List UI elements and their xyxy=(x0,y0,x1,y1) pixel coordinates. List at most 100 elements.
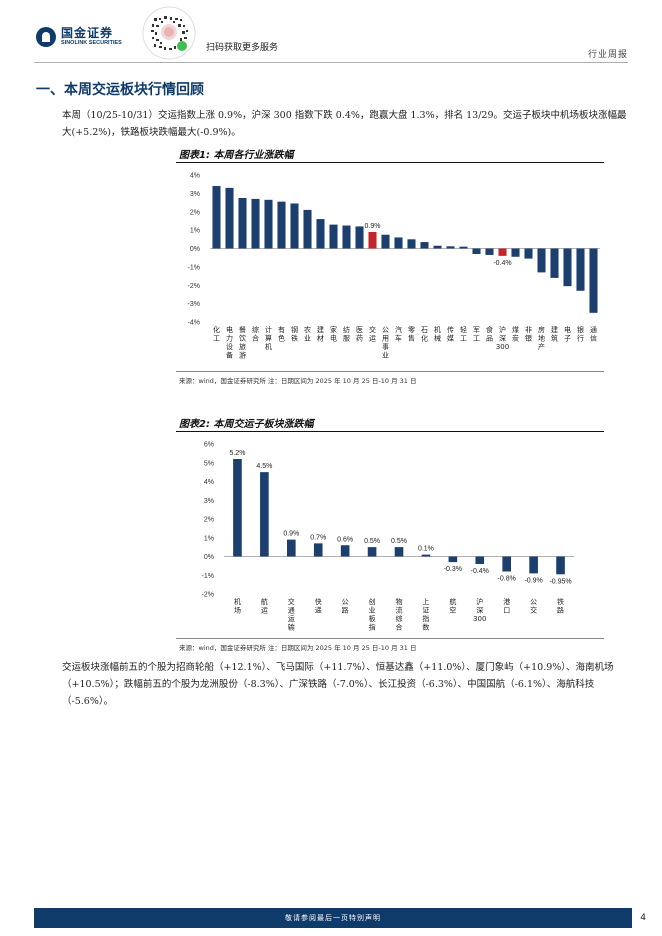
bar xyxy=(420,242,429,249)
bar xyxy=(407,239,416,249)
industry-returns-svg: 4% 3% 2% 1% 0% -1% -2% -3% -4% 化工电力设备餐饮旅游综合计算机有色钢… xyxy=(188,173,600,360)
y-tick-label: -1% xyxy=(202,573,214,580)
data-label: -0.9% xyxy=(524,577,542,584)
y-tick-label: -2% xyxy=(202,592,214,599)
qr-code-icon[interactable] xyxy=(142,6,196,60)
y-tick-label: 3% xyxy=(190,191,200,198)
bar xyxy=(381,234,390,249)
figure2-source: 来源：wind，国金证券研究所 注：日期区间为 2025 年 10 月 25 日… xyxy=(179,644,417,652)
bar xyxy=(529,556,538,574)
top-movers-paragraph: 交运板块涨幅前五的个股为招商轮船（+12.1%）、飞马国际（+11.7%）、恒基… xyxy=(62,662,614,707)
y-tick-label: -2% xyxy=(188,283,200,290)
subsector-returns-svg: 6% 5% 4% 3% 2% 1% 0% -1% -2% 5.2% 机场 4.5% 航运 0.9% 交通运输… xyxy=(202,442,574,632)
category-label: 公用事业 xyxy=(382,326,389,360)
bar xyxy=(316,219,325,249)
logo-emblem-icon xyxy=(36,26,56,47)
category-label: 物流综合 xyxy=(396,597,403,632)
y-tick-label: 4% xyxy=(204,479,214,486)
category-label: 餐饮旅游 xyxy=(239,325,246,360)
bar xyxy=(367,547,377,557)
data-label: -0.4% xyxy=(493,260,511,267)
category-label: 交通运输 xyxy=(288,597,295,632)
category-label: 钢铁 xyxy=(291,325,298,343)
category-label: 港口 xyxy=(503,597,510,615)
category-label: 机械 xyxy=(434,325,441,343)
bar xyxy=(524,248,533,259)
figure2-title: 图表2: 本周交运子板块涨跌幅 xyxy=(179,419,314,430)
category-label: 沪深 300 xyxy=(473,597,486,623)
bar xyxy=(313,543,323,557)
data-label: -0.95% xyxy=(549,578,571,585)
category-label: 石化 xyxy=(421,326,428,343)
category-label: 建筑 xyxy=(551,325,558,343)
bar xyxy=(502,556,511,572)
page-number: 4 xyxy=(640,913,646,923)
y-tick-label: 1% xyxy=(190,228,200,235)
bar xyxy=(260,472,269,557)
bar xyxy=(563,248,572,287)
y-tick-label: 2% xyxy=(190,209,200,216)
y-tick-label: 6% xyxy=(204,442,214,449)
y-tick-label: 2% xyxy=(204,517,214,524)
category-label: 煤炭 xyxy=(512,325,519,343)
bar xyxy=(589,248,598,313)
bar xyxy=(459,246,468,249)
bar xyxy=(537,248,546,273)
category-label: 化工 xyxy=(213,325,220,343)
y-tick-label: -3% xyxy=(188,301,200,308)
bar xyxy=(238,197,247,249)
bar xyxy=(472,248,481,255)
category-label: 纺服 xyxy=(343,325,350,343)
logo-english-name: SINOLINK SECURITIES xyxy=(61,40,122,46)
y-tick-label: 4% xyxy=(190,173,200,180)
category-label: 汽车 xyxy=(395,325,402,343)
industry-returns-chart: 4% 3% 2% 1% 0% -1% -2% -3% -4% 化工 电力设备 餐饮旅游 综合 计算机 有色钢… xyxy=(176,165,604,371)
bar xyxy=(511,248,520,257)
category-label: 计算机 xyxy=(265,325,272,351)
subsector-returns-chart: 6% 5% 4% 3% 2% 1% 0% -1% -2% 5.2% 机场 4.5% 航运 0.9% 交通运输… xyxy=(176,434,604,636)
data-label: -0.3% xyxy=(444,566,462,573)
y-tick-label: 1% xyxy=(204,535,214,542)
bar xyxy=(355,226,364,249)
category-label: 家电 xyxy=(330,325,337,343)
category-label: 电子 xyxy=(564,325,571,343)
category-label: 银行 xyxy=(577,325,584,343)
data-label: 0.5% xyxy=(364,538,380,545)
bar xyxy=(340,545,350,557)
bar xyxy=(212,186,221,249)
category-label: 沪深 300 xyxy=(496,325,509,351)
bar xyxy=(550,248,559,278)
logo-chinese-name: 国金证券 xyxy=(61,26,114,40)
category-label: 创业板指 xyxy=(369,597,376,632)
bar xyxy=(233,459,242,557)
figure1-source-rule xyxy=(176,371,604,372)
figure1-title: 图表1: 本周各行业涨跌幅 xyxy=(179,150,294,161)
category-label: 农业 xyxy=(304,325,311,343)
summary-paragraph: 本周（10/25-10/31）交运指数上涨 0.9%，沪深 300 指数下跌 0… xyxy=(62,110,627,138)
category-label: 传媒 xyxy=(447,325,454,343)
footer-disclaimer: 敬请参阅最后一页特别声明 xyxy=(285,914,381,922)
category-label: 公路 xyxy=(342,598,349,615)
data-label: 0.5% xyxy=(391,538,407,545)
data-label: -0.8% xyxy=(498,576,516,583)
bar xyxy=(368,231,377,249)
data-label: 0.9% xyxy=(283,531,299,538)
data-label: 0.6% xyxy=(337,536,353,543)
bar xyxy=(475,556,485,564)
data-label: 0.9% xyxy=(365,223,381,230)
category-label: 有色 xyxy=(278,325,285,343)
bar xyxy=(421,554,431,557)
bar xyxy=(446,246,455,249)
data-label: 5.2% xyxy=(229,450,245,457)
category-label: 上证指数 xyxy=(422,597,429,632)
category-label: 航运 xyxy=(261,597,268,615)
bar xyxy=(342,225,351,249)
bar xyxy=(498,248,507,256)
category-label: 机场 xyxy=(234,597,241,615)
category-label: 铁路 xyxy=(557,597,564,615)
category-label: 轻工 xyxy=(460,325,467,343)
figure2-source-rule xyxy=(176,638,604,639)
figure2-title-rule xyxy=(176,431,604,432)
y-tick-label: 0% xyxy=(190,246,200,253)
bar xyxy=(394,547,404,557)
